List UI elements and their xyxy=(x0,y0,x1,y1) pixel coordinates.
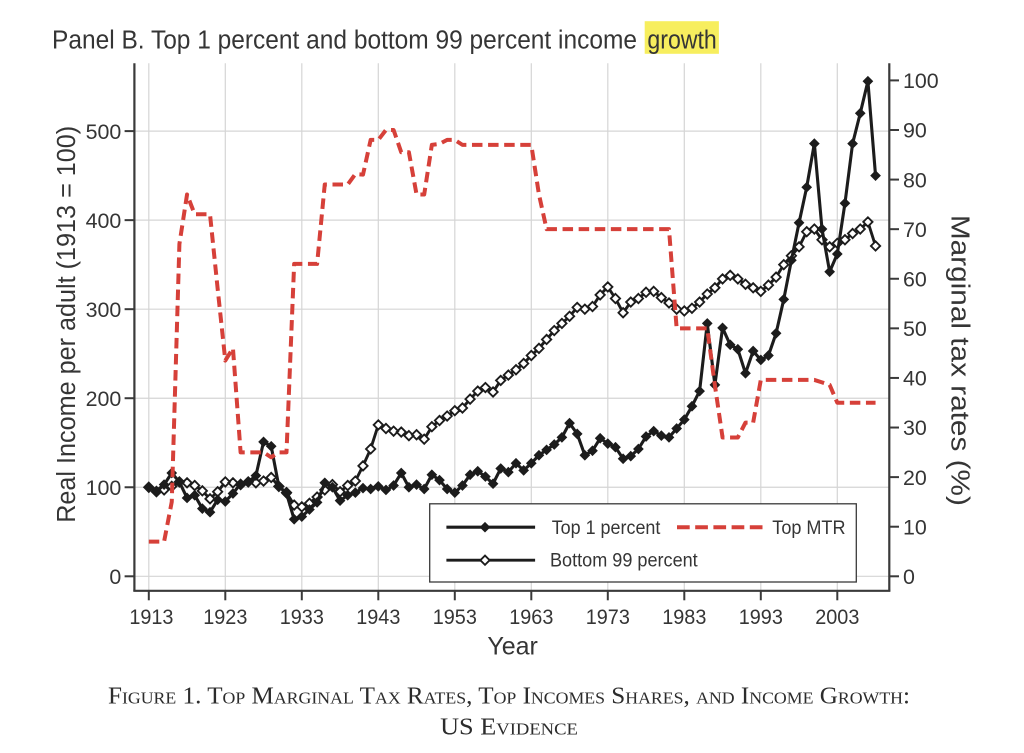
svg-text:Panel B. Top 1 percent and bot: Panel B. Top 1 percent and bottom 99 per… xyxy=(52,27,637,55)
svg-text:30: 30 xyxy=(903,416,927,440)
svg-text:1933: 1933 xyxy=(280,605,324,629)
svg-text:1963: 1963 xyxy=(509,605,553,629)
svg-text:0: 0 xyxy=(903,565,915,589)
svg-text:50: 50 xyxy=(903,317,927,341)
svg-text:Year: Year xyxy=(487,633,538,661)
svg-text:1923: 1923 xyxy=(203,605,247,629)
svg-text:60: 60 xyxy=(903,267,927,291)
svg-text:2003: 2003 xyxy=(815,605,859,629)
svg-text:1913: 1913 xyxy=(129,605,173,629)
svg-text:200: 200 xyxy=(86,387,122,411)
svg-text:Figure 1. Top Marginal Tax Rat: Figure 1. Top Marginal Tax Rates, Top In… xyxy=(108,683,910,709)
svg-text:Bottom 99 percent: Bottom 99 percent xyxy=(550,551,698,572)
svg-text:growth: growth xyxy=(647,27,716,55)
svg-text:0: 0 xyxy=(109,565,121,589)
svg-text:Top MTR: Top MTR xyxy=(772,518,845,539)
svg-text:1953: 1953 xyxy=(433,605,477,629)
svg-text:20: 20 xyxy=(903,466,927,490)
svg-text:US Evidence: US Evidence xyxy=(440,715,578,741)
svg-text:100: 100 xyxy=(903,69,939,93)
svg-text:Top 1 percent: Top 1 percent xyxy=(552,518,661,539)
svg-text:300: 300 xyxy=(86,298,122,322)
svg-text:80: 80 xyxy=(903,168,927,192)
svg-text:70: 70 xyxy=(903,218,927,242)
svg-text:100: 100 xyxy=(86,476,122,500)
svg-text:Real Income per adult (1913 =: Real Income per adult (1913 = 100) xyxy=(53,126,81,523)
svg-text:500: 500 xyxy=(86,120,122,144)
svg-text:400: 400 xyxy=(86,209,122,233)
svg-text:Marginal tax rates (%): Marginal tax rates (%) xyxy=(946,215,974,506)
svg-text:40: 40 xyxy=(903,367,927,391)
svg-text:10: 10 xyxy=(903,515,927,539)
svg-text:90: 90 xyxy=(903,119,927,143)
svg-text:1983: 1983 xyxy=(662,605,706,629)
svg-text:1943: 1943 xyxy=(356,605,400,629)
svg-text:1973: 1973 xyxy=(586,605,630,629)
svg-text:1993: 1993 xyxy=(739,605,783,629)
